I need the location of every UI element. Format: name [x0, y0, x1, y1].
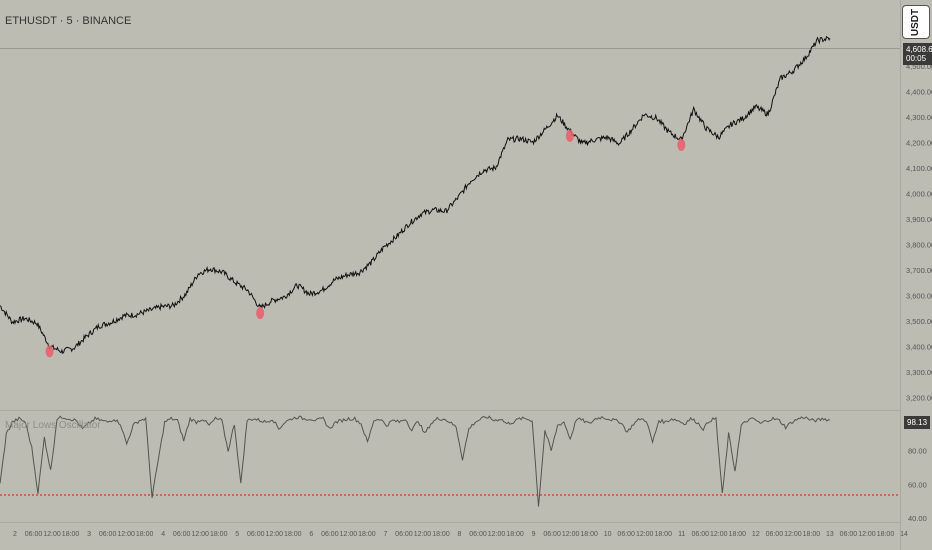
time-tick-label: 3	[87, 531, 91, 538]
time-tick-label: 7	[383, 531, 387, 538]
major-low-marker	[565, 129, 574, 142]
currency-button[interactable]: USDT	[902, 5, 930, 39]
time-tick-label: 06:00	[321, 531, 339, 538]
time-tick-label: 06:00	[99, 531, 117, 538]
price-tick-label: 3,500.00	[906, 317, 932, 326]
time-tick-label: 06:00	[840, 531, 858, 538]
time-tick-label: 18:00	[654, 531, 672, 538]
time-tick-label: 5	[235, 531, 239, 538]
time-tick-label: 12:00	[43, 531, 61, 538]
price-tick-label: 3,600.00	[906, 291, 932, 300]
oscillator-tick-label: 80.00	[908, 447, 927, 456]
time-tick-label: 6	[309, 531, 313, 538]
time-tick-label: 18:00	[506, 531, 524, 538]
time-tick-label: 10	[604, 531, 612, 538]
price-tick-label: 4,000.00	[906, 189, 932, 198]
time-tick-label: 18:00	[210, 531, 228, 538]
symbol-title[interactable]: ETHUSDT · 5 · BINANCE	[5, 15, 132, 27]
oscillator-value-badge: 98.13	[904, 416, 931, 429]
time-tick-label: 12:00	[340, 531, 358, 538]
time-tick-label: 12	[752, 531, 760, 538]
time-tick-label: 4	[161, 531, 165, 538]
time-tick-label: 06:00	[173, 531, 191, 538]
time-tick-label: 18:00	[358, 531, 376, 538]
time-tick-label: 06:00	[25, 531, 43, 538]
time-tick-label: 12:00	[636, 531, 654, 538]
time-tick-label: 12:00	[414, 531, 432, 538]
price-tick-label: 4,200.00	[906, 138, 932, 147]
time-tick-label: 18:00	[580, 531, 598, 538]
price-tick-label: 4,100.00	[906, 164, 932, 173]
last-price-value: 4,608.61	[906, 45, 932, 54]
price-tick-label: 4,400.00	[906, 87, 932, 96]
time-tick-label: 12:00	[488, 531, 506, 538]
major-low-marker	[45, 345, 54, 358]
price-tick-label: 3,300.00	[906, 368, 932, 377]
currency-button-label: USDT	[910, 8, 922, 36]
time-tick-label: 06:00	[617, 531, 635, 538]
time-tick-label: 13	[826, 531, 834, 538]
time-axis[interactable]: 2 06:00 12:00 18:00 3 06:00 12:00 18:00 4 06:00 12…	[13, 531, 908, 538]
time-tick-label: 11	[678, 531, 685, 538]
price-tick-label: 4,300.00	[906, 113, 932, 122]
time-tick-label: 8	[458, 531, 462, 538]
time-tick-label: 12:00	[858, 531, 876, 538]
price-tick-label: 3,400.00	[906, 342, 932, 351]
price-tick-label: 3,900.00	[906, 215, 932, 224]
time-tick-label: 2	[13, 531, 17, 538]
time-tick-label: 12:00	[562, 531, 580, 538]
time-tick-label: 12:00	[117, 531, 135, 538]
time-tick-label: 12:00	[784, 531, 802, 538]
time-tick-label: 18:00	[136, 531, 154, 538]
oscillator-axis[interactable]: 80.00 60.00 40.00	[908, 447, 927, 523]
time-tick-label: 06:00	[469, 531, 487, 538]
major-low-marker	[677, 138, 686, 151]
time-tick-label: 18:00	[729, 531, 747, 538]
price-tick-label: 3,200.00	[906, 393, 932, 402]
last-price-countdown: 00:05	[906, 54, 927, 63]
price-tick-label: 3,800.00	[906, 240, 932, 249]
price-axis[interactable]: 4,500.00 4,400.00 4,300.00 4,200.00 4,100.00…	[906, 62, 932, 402]
time-tick-label: 18:00	[877, 531, 895, 538]
oscillator-line	[0, 415, 831, 507]
time-tick-label: 12:00	[710, 531, 728, 538]
time-tick-label: 14	[900, 531, 908, 538]
price-tick-label: 4,500.00	[906, 62, 932, 71]
time-tick-label: 06:00	[543, 531, 561, 538]
time-tick-label: 18:00	[284, 531, 302, 538]
time-tick-label: 18:00	[803, 531, 821, 538]
major-low-marker	[256, 307, 265, 320]
time-tick-label: 18:00	[62, 531, 80, 538]
last-price-badge: 4,608.61 00:05	[903, 43, 932, 65]
oscillator-tick-label: 40.00	[908, 514, 927, 523]
price-series	[0, 35, 831, 358]
time-tick-label: 18:00	[432, 531, 450, 538]
price-tick-label: 3,700.00	[906, 266, 932, 275]
indicator-title[interactable]: Major Lows Oscillator	[5, 420, 101, 431]
time-tick-label: 06:00	[766, 531, 784, 538]
oscillator-tick-label: 60.00	[908, 480, 927, 489]
oscillator-series	[0, 415, 831, 507]
time-tick-label: 06:00	[247, 531, 265, 538]
time-tick-label: 12:00	[266, 531, 284, 538]
time-tick-label: 06:00	[692, 531, 710, 538]
time-tick-label: 06:00	[395, 531, 413, 538]
oscillator-current-value: 98.13	[907, 418, 928, 427]
price-series-line	[0, 35, 831, 355]
time-tick-label: 12:00	[191, 531, 209, 538]
time-tick-label: 9	[532, 531, 536, 538]
